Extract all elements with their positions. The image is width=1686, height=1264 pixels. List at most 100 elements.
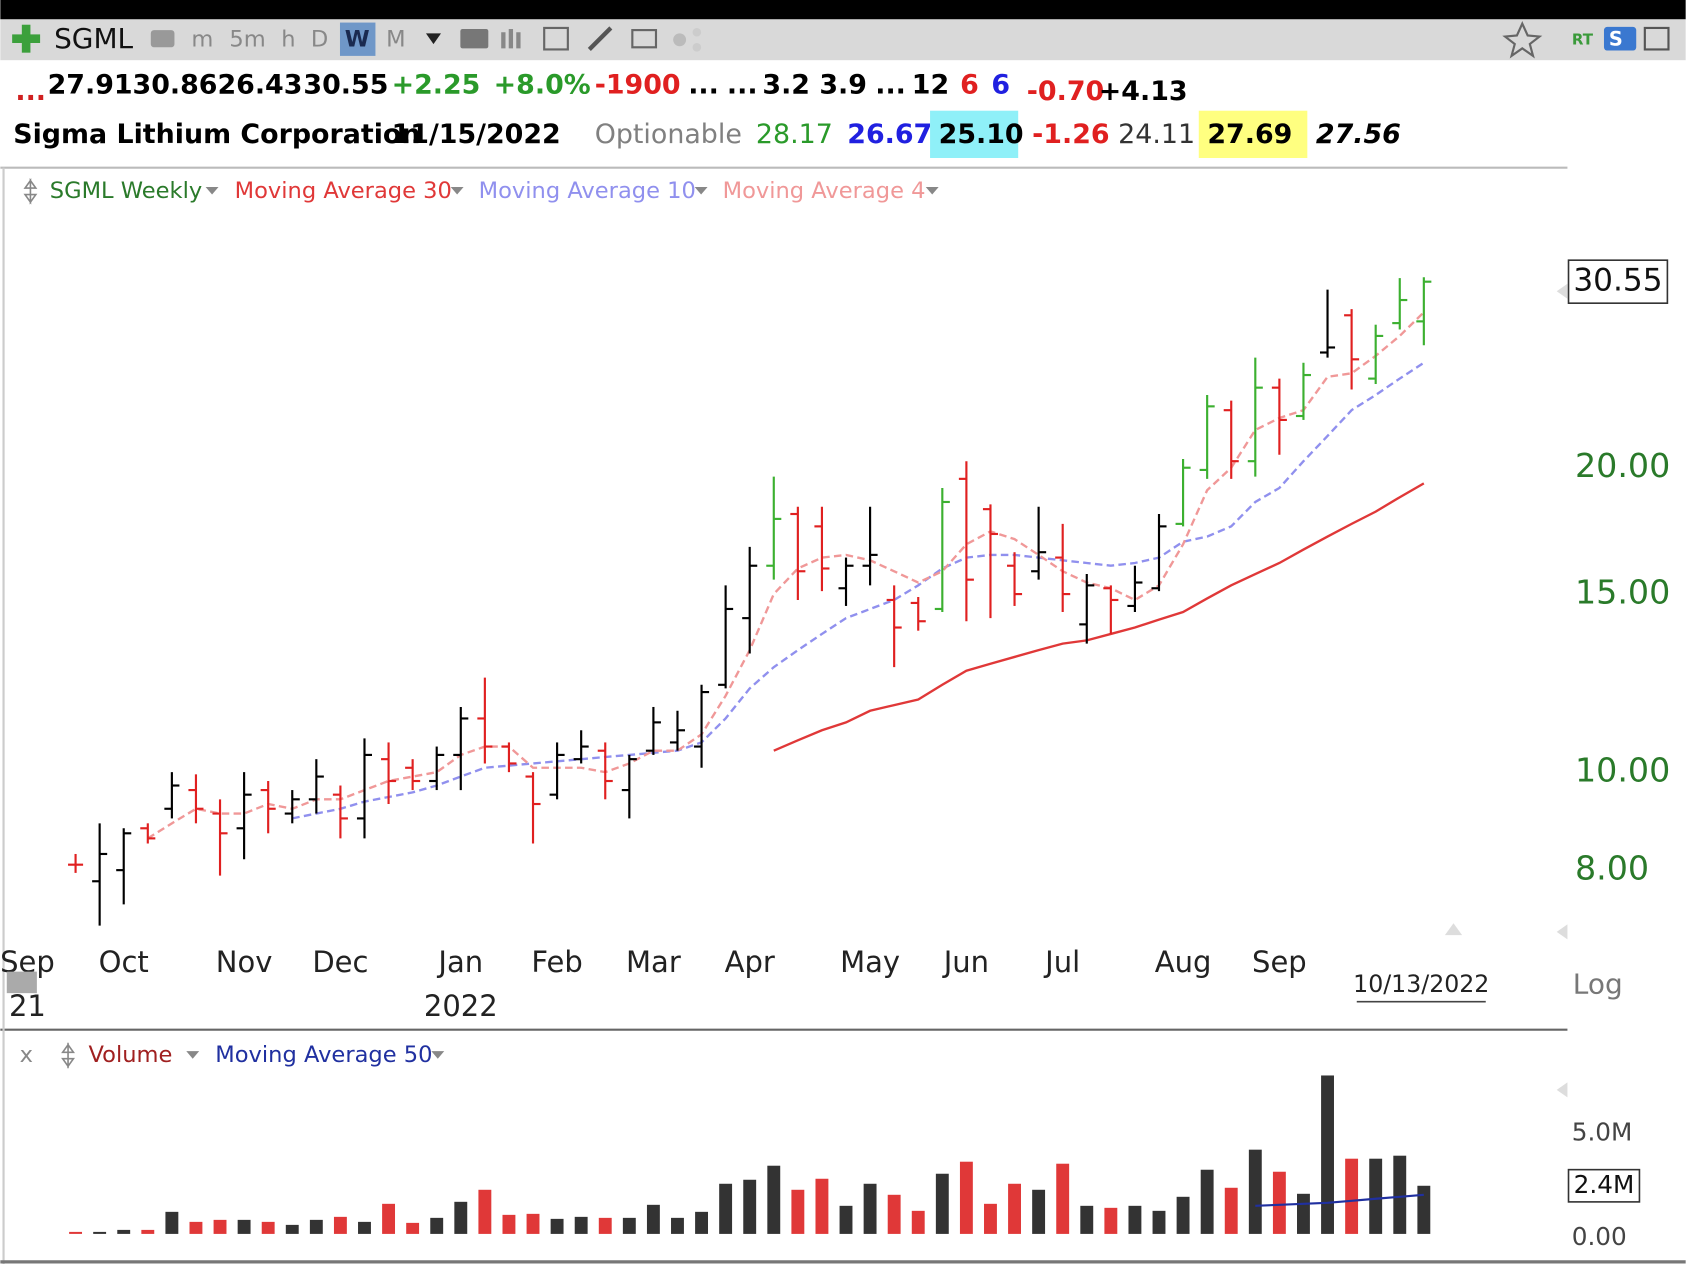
volume-bar xyxy=(1345,1158,1359,1234)
volume-bar xyxy=(406,1222,420,1234)
legend-entry[interactable]: Moving Average 30 xyxy=(235,178,452,204)
volume-bar xyxy=(1008,1183,1021,1234)
info-value: 24.11 xyxy=(1118,119,1195,150)
x-tick-label: Mar xyxy=(626,945,681,979)
highlight xyxy=(1198,110,1308,158)
symbol[interactable]: SGML xyxy=(54,22,133,55)
add-icon[interactable] xyxy=(12,24,41,53)
scroll-marker[interactable] xyxy=(1556,924,1568,940)
volume-bar xyxy=(863,1183,877,1234)
rt-label[interactable]: RT xyxy=(1572,30,1594,48)
x-tick-label: Apr xyxy=(725,945,775,979)
volume-bar xyxy=(117,1229,131,1234)
dropdown[interactable] xyxy=(186,1051,200,1059)
dropdown[interactable] xyxy=(431,1051,445,1059)
quote-value: 30.86 xyxy=(133,69,218,100)
x-tick-label: Dec xyxy=(312,945,368,979)
quote-value: ... xyxy=(688,69,719,100)
y-tick-label: 20.00 xyxy=(1575,446,1670,485)
quote-value: ... xyxy=(15,76,46,107)
x-tick-label: Sep xyxy=(1252,945,1307,979)
scroll-marker[interactable] xyxy=(1444,923,1463,936)
legend-entry[interactable]: Moving Average 4 xyxy=(723,178,926,204)
info-value: 26.67 xyxy=(847,119,932,150)
volume-bar xyxy=(984,1203,997,1234)
volume-bar xyxy=(935,1173,949,1234)
drag-handle xyxy=(61,1042,75,1069)
interval[interactable]: m xyxy=(191,26,213,52)
interval[interactable]: W xyxy=(345,26,370,52)
volume-bar xyxy=(815,1178,829,1234)
scroll-button[interactable] xyxy=(6,971,37,994)
volume-bar xyxy=(285,1224,299,1234)
interval[interactable]: D xyxy=(311,26,328,52)
scroll-marker[interactable] xyxy=(1556,1082,1568,1098)
volume-bar xyxy=(574,1216,588,1234)
volume-bar xyxy=(887,1194,901,1234)
dropdown[interactable] xyxy=(205,187,219,195)
volume-bar xyxy=(309,1219,323,1234)
active-interval-box xyxy=(339,22,376,56)
volume-bar xyxy=(382,1203,396,1234)
highlight xyxy=(930,110,1019,158)
volume-bar xyxy=(839,1205,853,1234)
volume-bar xyxy=(1080,1205,1094,1234)
volume-bar xyxy=(598,1217,612,1234)
s-label[interactable]: S xyxy=(1609,27,1623,50)
volume-bar xyxy=(1176,1196,1190,1234)
dropdown[interactable] xyxy=(925,187,939,195)
x-tick-label: May xyxy=(840,945,900,979)
legend-title[interactable]: SGML Weekly xyxy=(50,178,202,204)
moving-average xyxy=(147,311,1425,840)
quote-value: +2.25 xyxy=(392,69,481,100)
volume-bar xyxy=(1224,1187,1238,1234)
info-value: 25.10 xyxy=(939,119,1024,150)
x-tick-label: Aug xyxy=(1155,945,1212,979)
volume-bar xyxy=(189,1221,203,1234)
date-label: 10/13/2022 xyxy=(1353,970,1489,998)
interval[interactable]: M xyxy=(386,26,405,52)
moving-average xyxy=(773,482,1425,752)
volume-bar xyxy=(695,1211,709,1234)
volume-bar xyxy=(1032,1189,1046,1234)
volume-bar xyxy=(791,1189,805,1234)
price-plot xyxy=(68,277,1432,926)
toolbar-icons[interactable] xyxy=(150,21,1670,59)
quote-value: 3.9 xyxy=(819,69,867,100)
volume-bar xyxy=(1200,1169,1214,1234)
volume-bar xyxy=(502,1214,516,1234)
quote-value: -0.70 xyxy=(1027,76,1104,107)
quote-value: +4.13 xyxy=(1099,76,1188,107)
legend-entry[interactable]: Moving Average 10 xyxy=(479,178,696,204)
volume-bar xyxy=(1417,1185,1431,1234)
y-tick-label: 15.00 xyxy=(1575,573,1670,612)
pane-close[interactable]: x xyxy=(20,1042,33,1068)
info-value: 28.17 xyxy=(756,119,833,150)
volume-bar xyxy=(213,1219,227,1234)
quote-value: 26.43 xyxy=(217,69,302,100)
dropdown[interactable] xyxy=(450,187,464,195)
x-tick-label: Feb xyxy=(531,945,582,979)
interval[interactable]: 5m xyxy=(229,26,265,52)
info-value: 11/15/2022 xyxy=(392,119,561,150)
volume-bar xyxy=(478,1189,492,1234)
y-tick-label: 5.0M xyxy=(1572,1118,1633,1147)
volume-bar xyxy=(1321,1075,1334,1234)
volume-bar xyxy=(1152,1210,1166,1234)
x-tick-label: Oct xyxy=(99,945,149,979)
last-price-box xyxy=(1567,259,1669,304)
legend-title[interactable]: Volume xyxy=(88,1042,172,1068)
legend-entry[interactable]: Moving Average 50 xyxy=(215,1042,432,1068)
quote-value: 30.55 xyxy=(303,69,388,100)
x-tick-label: Nov xyxy=(216,945,273,979)
volume-bar xyxy=(671,1217,684,1234)
info-value: Optionable xyxy=(595,119,742,150)
last-price: 30.55 xyxy=(1573,263,1662,299)
dropdown[interactable] xyxy=(694,187,708,195)
interval[interactable]: h xyxy=(281,26,295,52)
scale-label[interactable]: Log xyxy=(1573,968,1623,1001)
moving-average xyxy=(1255,1193,1424,1207)
x-tick-label: Jul xyxy=(1043,945,1080,979)
